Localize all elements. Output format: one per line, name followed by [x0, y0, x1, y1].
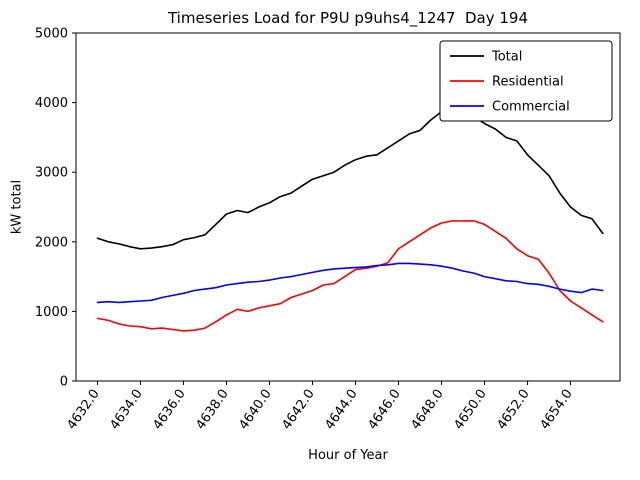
- x-tick-label: 4642.0: [279, 387, 317, 433]
- x-tick-label: 4644.0: [322, 387, 360, 433]
- y-tick-label: 4000: [35, 96, 68, 111]
- y-tick-label: 5000: [35, 27, 68, 42]
- x-tick-label: 4648.0: [408, 387, 446, 433]
- y-tick-label: 3000: [35, 166, 68, 181]
- series-line-total: [96, 108, 604, 250]
- x-tick-label: 4634.0: [107, 387, 145, 433]
- x-axis-label: Hour of Year: [308, 448, 388, 463]
- x-tick-label: 4654.0: [537, 387, 575, 433]
- series-line-residential: [96, 220, 604, 332]
- x-tick-label: 4650.0: [451, 387, 489, 433]
- legend-label-commercial: Commercial: [492, 100, 570, 115]
- y-tick-label: 0: [60, 375, 68, 390]
- series-line-commercial: [96, 262, 604, 304]
- x-tick-label: 4652.0: [494, 387, 532, 433]
- x-tick-label: 4636.0: [150, 387, 188, 433]
- chart-title: Timeseries Load for P9U p9uhs4_1247 Day …: [167, 9, 529, 27]
- y-tick-label: 1000: [35, 305, 68, 320]
- x-tick-label: 4640.0: [236, 387, 274, 433]
- x-tick-label: 4646.0: [365, 387, 403, 433]
- y-tick-label: 2000: [35, 235, 68, 250]
- legend-label-total: Total: [491, 50, 522, 65]
- legend-label-residential: Residential: [492, 75, 564, 90]
- legend-box: [439, 40, 613, 122]
- x-tick-label: 4638.0: [193, 387, 231, 433]
- x-tick-label: 4632.0: [64, 387, 102, 433]
